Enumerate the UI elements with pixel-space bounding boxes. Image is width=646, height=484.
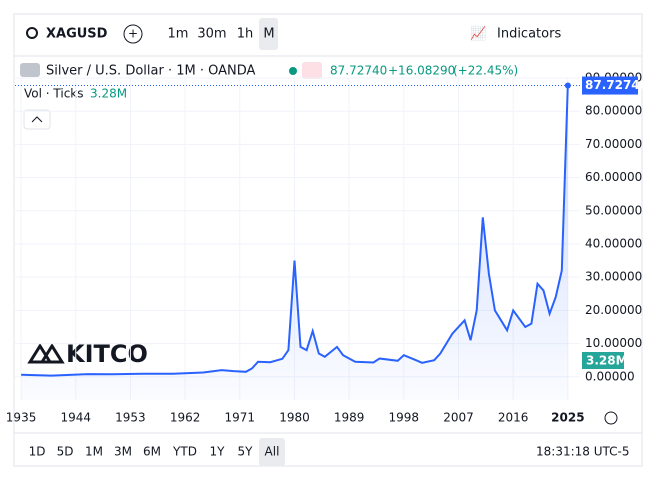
- y-tick-label: 10.00000: [585, 336, 642, 350]
- y-tick-label: 0.00000: [585, 369, 635, 383]
- y-tick-label: 60.00000: [585, 170, 642, 184]
- x-tick-label: 1935: [6, 411, 37, 425]
- range-button[interactable]: YTD: [172, 445, 197, 459]
- settings-icon[interactable]: [604, 411, 618, 425]
- y-tick-label: 20.00000: [585, 303, 642, 317]
- x-tick-label: 1962: [170, 411, 201, 425]
- range-button[interactable]: 5Y: [238, 445, 254, 459]
- x-tick-label: 2025: [551, 411, 584, 425]
- y-tick-label: 70.00000: [585, 137, 642, 151]
- x-tick-label: 1998: [389, 411, 420, 425]
- range-button[interactable]: 5D: [57, 445, 74, 459]
- x-tick-label: 1953: [115, 411, 146, 425]
- search-icon[interactable]: [26, 27, 38, 39]
- frame: [13, 13, 643, 467]
- last-point: [564, 82, 571, 89]
- interval[interactable]: 1h: [237, 27, 254, 42]
- volume-axis-label: 3.28M: [586, 354, 628, 368]
- indicators[interactable]: Indicators: [497, 27, 561, 42]
- add-symbol[interactable]: [123, 24, 143, 44]
- status-dot: [289, 67, 297, 75]
- x-tick-label: 2016: [498, 411, 529, 425]
- legend-last: 87.72740: [330, 64, 387, 78]
- x-tick-label: 2007: [443, 411, 474, 425]
- last-price-label: 87.72740: [585, 78, 646, 92]
- range-button[interactable]: 1Y: [210, 445, 226, 459]
- collapse-button[interactable]: [23, 109, 51, 130]
- chart-type-icon[interactable]: 📈: [470, 26, 486, 42]
- plus: +: [128, 27, 138, 41]
- y-tick-label: 50.00000: [585, 203, 642, 217]
- x-tick-label: 1944: [60, 411, 91, 425]
- y-tick-label: 40.00000: [585, 236, 642, 250]
- legend-title: Silver / U.S. Dollar · 1M · OANDA: [46, 64, 256, 79]
- legend-change-pct: (+22.45%): [453, 64, 518, 78]
- volume-value: 3.28M: [90, 87, 127, 101]
- legend-change: +16.08290: [388, 64, 455, 78]
- range-button[interactable]: All: [265, 445, 280, 459]
- collapse-icon: [31, 116, 43, 123]
- range-button[interactable]: 6M: [143, 445, 161, 459]
- symbol[interactable]: XAGUSD: [46, 27, 108, 42]
- status-box: [302, 62, 322, 79]
- price-line: [21, 85, 569, 377]
- range-button[interactable]: 1D: [29, 445, 46, 459]
- active-range-bg: [259, 438, 285, 466]
- interval[interactable]: 1m: [168, 27, 189, 42]
- watermark-logo: [27, 343, 65, 364]
- symbol-logo: [20, 63, 40, 77]
- clock: 18:31:18 UTC-5: [536, 445, 629, 459]
- y-tick-label: 30.00000: [585, 270, 642, 284]
- price-area: [21, 85, 568, 400]
- range-button[interactable]: 1M: [85, 445, 103, 459]
- range-button[interactable]: 3M: [114, 445, 132, 459]
- watermark: KITCO: [66, 340, 148, 368]
- last-price-box: [582, 76, 638, 95]
- x-tick-label: 1980: [279, 411, 310, 425]
- volume-label: Vol · Ticks: [24, 87, 84, 101]
- active-interval-bg: [259, 18, 278, 50]
- x-tick-label: 1971: [225, 411, 256, 425]
- x-tick-label: 1989: [334, 411, 365, 425]
- interval[interactable]: M: [263, 27, 274, 42]
- y-tick-label: 80.00000: [585, 104, 642, 118]
- volume-box: [582, 352, 624, 369]
- interval[interactable]: 30m: [197, 27, 226, 42]
